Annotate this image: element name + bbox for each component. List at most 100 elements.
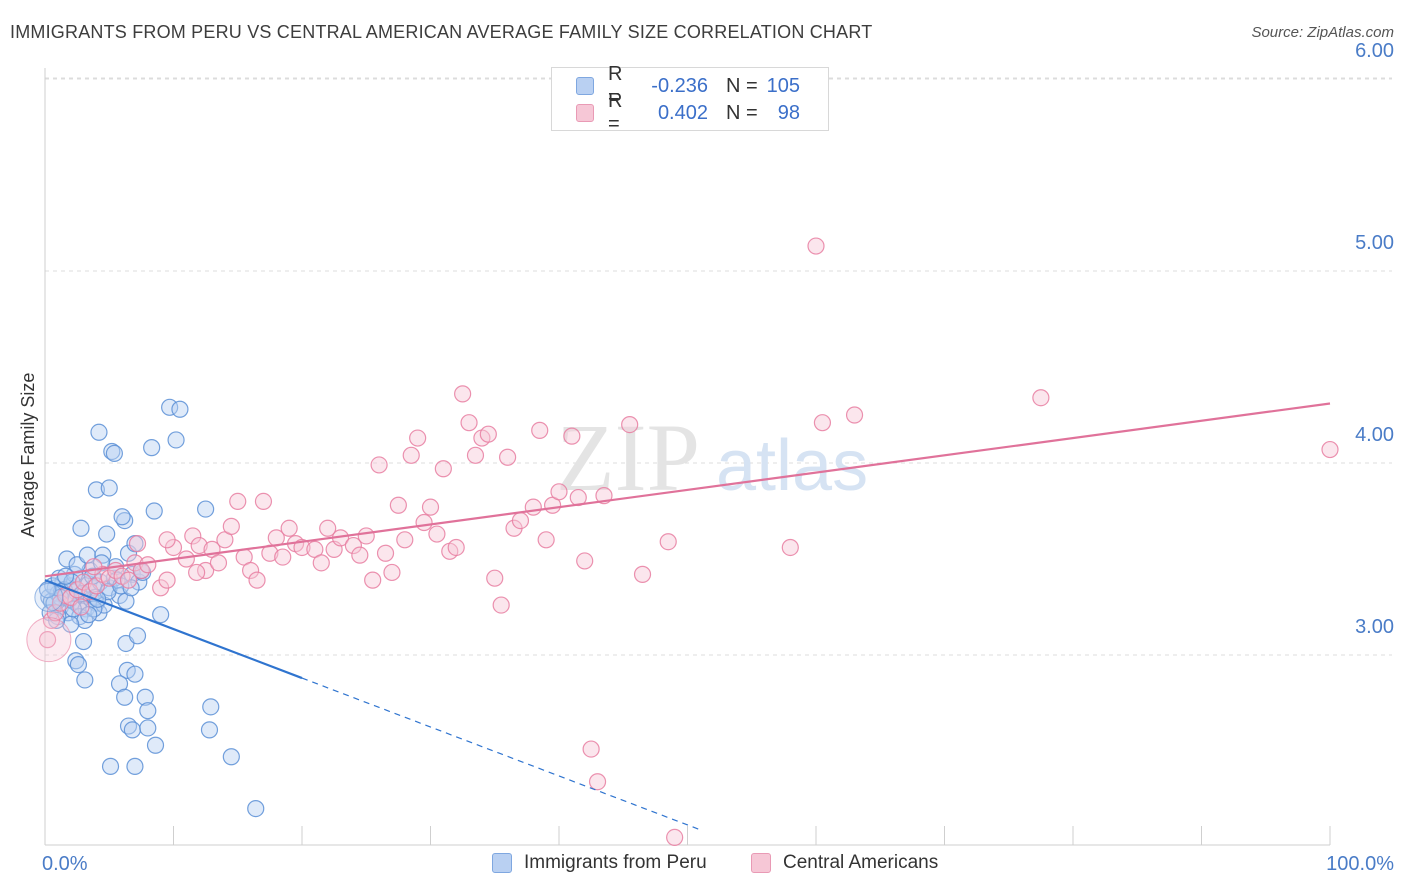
central-point <box>383 563 401 582</box>
central-point <box>537 531 555 549</box>
peru-point <box>126 757 144 775</box>
central-trend-line <box>44 402 1331 578</box>
peru-point <box>152 606 170 624</box>
central-point <box>74 573 93 591</box>
peru-point <box>98 525 116 543</box>
central-point <box>280 519 298 537</box>
central-point <box>158 531 176 549</box>
central-point <box>813 414 832 432</box>
peru-point <box>76 671 94 689</box>
legend-swatch-peru <box>576 77 594 95</box>
y-tick-label: 5.00 <box>1355 232 1394 254</box>
central-point <box>72 598 90 616</box>
legend-n-value: 98 <box>777 101 800 124</box>
central-point <box>807 237 825 255</box>
peru-point <box>103 442 121 461</box>
watermark-zip: ZIP <box>556 404 700 511</box>
central-point <box>344 536 362 555</box>
watermark-atlas: atlas <box>716 426 868 506</box>
central-point <box>666 828 684 847</box>
peru-point <box>247 799 265 818</box>
central-point <box>511 511 530 530</box>
peru-point <box>139 702 157 720</box>
central-point <box>524 498 542 516</box>
correlation-legend: R = -0.236 N = 105 R = 0.402 N = 98 <box>551 63 829 135</box>
central-point <box>188 563 206 582</box>
series-legend-peru: Immigrants from Peru <box>492 852 707 874</box>
central-point <box>588 773 607 791</box>
series-swatch-central <box>751 853 771 873</box>
central-point <box>466 446 485 464</box>
trend-lines <box>44 402 1331 831</box>
series-legend: Immigrants from Peru Central Americans <box>0 852 1406 878</box>
central-point <box>319 519 337 537</box>
central-point <box>460 414 478 432</box>
central-point <box>389 496 407 514</box>
central-point <box>357 527 375 545</box>
peru-point <box>145 502 163 520</box>
peru-point <box>167 431 185 449</box>
peru-point <box>146 736 165 754</box>
y-tick-label: 4.00 <box>1355 424 1394 446</box>
peru-trend-extension <box>301 677 701 831</box>
central-point <box>128 535 147 553</box>
central-point <box>242 561 260 580</box>
peru-point <box>113 508 131 526</box>
legend-r-value: -0.236 <box>651 74 708 97</box>
central-point <box>415 513 433 532</box>
legend-n-label: N = <box>726 74 758 97</box>
data-points <box>26 237 1339 847</box>
peru-point <box>74 632 93 651</box>
central-point <box>582 740 600 758</box>
central-point <box>396 531 414 549</box>
central-point <box>119 571 138 589</box>
central-point <box>454 385 472 403</box>
peru-point <box>101 757 120 775</box>
legend-r-label: R = <box>608 90 623 135</box>
central-point <box>409 429 427 447</box>
legend-r-value: 0.402 <box>657 101 708 124</box>
tick-labels: 3.00 4.00 5.00 6.00 0.0% 100.0% Average Family… <box>18 40 1394 875</box>
peru-point <box>123 721 141 739</box>
central-point <box>293 538 311 557</box>
peru-point <box>118 661 136 679</box>
central-point <box>563 427 581 445</box>
watermark: ZIP atlas <box>556 404 868 511</box>
y-tick-label: 3.00 <box>1355 616 1394 638</box>
central-point <box>447 538 465 557</box>
central-point <box>38 631 57 649</box>
central-point <box>492 596 510 614</box>
central-point <box>190 536 208 555</box>
peru-point <box>202 698 220 716</box>
central-point <box>351 546 369 564</box>
peru-trend-line <box>44 579 303 680</box>
x-tick-label-max: 100.0% <box>1326 853 1394 875</box>
peru-point <box>87 481 106 499</box>
y-tick-label: 6.00 <box>1355 40 1394 62</box>
central-point <box>364 571 382 589</box>
central-point <box>248 571 266 589</box>
series-swatch-peru <box>492 853 512 873</box>
legend-row-central: R = 0.402 N = 98 <box>576 90 800 135</box>
peru-point <box>222 748 240 766</box>
central-point <box>312 554 330 572</box>
central-point <box>434 460 452 478</box>
central-point <box>499 448 517 466</box>
peru-point <box>143 439 161 457</box>
peru-point <box>105 444 123 462</box>
peru-point <box>34 582 64 612</box>
y-axis-title: Average Family Size <box>18 373 38 538</box>
legend-r-label: R = <box>608 63 623 108</box>
central-point <box>781 538 799 557</box>
peru-point <box>116 688 134 706</box>
peru-point <box>90 423 108 441</box>
axes <box>44 68 1331 846</box>
central-point <box>1321 440 1339 459</box>
series-legend-central: Central Americans <box>751 852 938 874</box>
peru-point <box>126 665 144 683</box>
peru-point <box>69 655 88 674</box>
central-point <box>576 552 594 570</box>
peru-point <box>128 627 147 645</box>
central-point <box>376 544 395 562</box>
